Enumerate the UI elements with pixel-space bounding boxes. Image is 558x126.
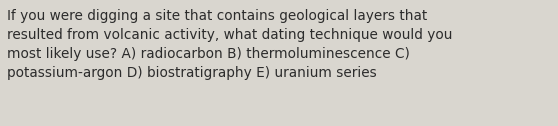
- Text: If you were digging a site that contains geological layers that
resulted from vo: If you were digging a site that contains…: [7, 9, 453, 80]
